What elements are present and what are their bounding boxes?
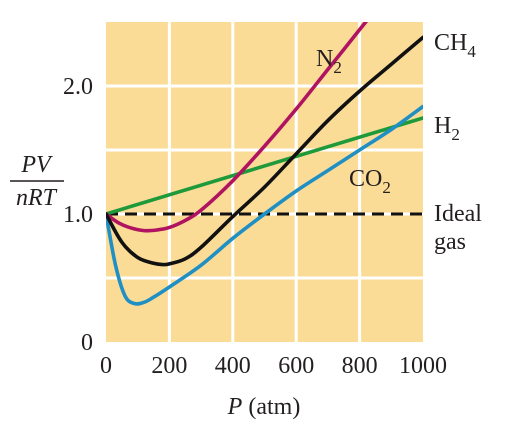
x-axis-label: P (atm): [227, 394, 301, 420]
y-axis-label-numerator: PV: [20, 152, 53, 178]
x-tick-label: 800: [342, 353, 378, 379]
series-label-ideal-gas-line1: Ideal: [434, 201, 482, 227]
x-tick-label: 1000: [399, 353, 447, 379]
x-tick-label: 200: [151, 353, 187, 379]
y-tick-label: 0: [81, 330, 93, 356]
x-tick-label: 600: [278, 353, 314, 379]
x-tick-label: 400: [215, 353, 251, 379]
series-line-ch4: [106, 35, 423, 267]
series-line-co2: [106, 104, 423, 306]
y-tick-label: 2.0: [63, 74, 93, 100]
series-label-h2: H2: [434, 113, 460, 144]
x-tick-label: 0: [100, 353, 112, 379]
series-label-co2: CO2: [349, 166, 391, 197]
y-tick-label: 1.0: [63, 202, 93, 228]
series-lines: [106, 22, 423, 306]
series-line-h2: [106, 116, 423, 216]
series-label-ch4: CH4: [434, 30, 476, 61]
axis-ticks: 0 200 400 600 800 1000 0 1.0 2.0: [63, 74, 447, 379]
series-line-n2: [106, 22, 369, 233]
series-label-n2: N2: [316, 46, 342, 77]
plot-background: [106, 22, 423, 342]
series-label-ideal-gas-line2: gas: [434, 229, 466, 255]
y-axis-label-denominator: nRT: [16, 185, 58, 211]
